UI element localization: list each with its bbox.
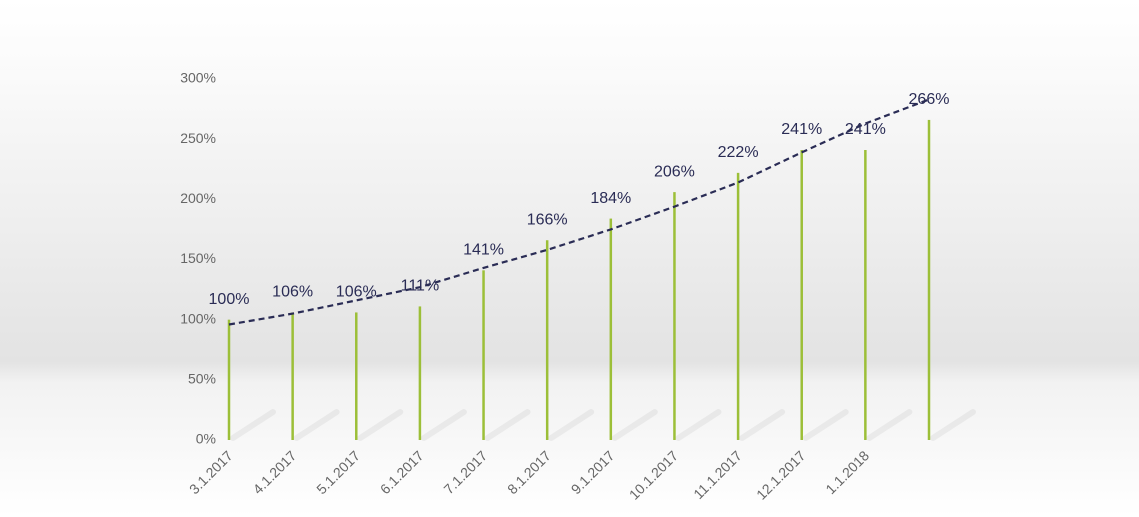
bar-shadow <box>420 409 467 441</box>
bar <box>927 119 931 440</box>
bar <box>482 270 485 440</box>
data-label: 184% <box>590 190 631 207</box>
bar-shadow <box>357 409 404 441</box>
bar-shadow <box>484 409 531 441</box>
y-tick-label: 250% <box>180 130 216 146</box>
y-tick-label: 50% <box>188 371 216 387</box>
bar-shadow <box>739 409 786 441</box>
data-label: 106% <box>336 284 377 301</box>
y-tick-label: 200% <box>180 190 216 206</box>
bar-shadow <box>866 409 913 441</box>
data-label: 106% <box>272 284 313 301</box>
bar-shadow <box>675 409 722 441</box>
bar <box>736 172 740 441</box>
data-label: 266% <box>909 91 950 108</box>
y-tick-label: 150% <box>180 250 216 266</box>
data-label: 222% <box>718 144 759 161</box>
bar-shadow <box>230 409 276 441</box>
bar <box>355 312 358 440</box>
bar <box>800 149 803 440</box>
bar-shadow <box>930 409 976 441</box>
bar-shadow <box>293 409 340 441</box>
bar <box>545 240 549 440</box>
data-label: 206% <box>654 163 695 180</box>
bar <box>864 149 867 440</box>
data-label: 241% <box>845 121 886 138</box>
data-label: 166% <box>527 211 568 228</box>
data-label: 241% <box>781 121 822 138</box>
trend-line <box>228 98 930 326</box>
y-tick-label: 0% <box>196 431 216 447</box>
bar <box>609 218 613 440</box>
data-label: 141% <box>463 242 504 259</box>
bar <box>291 312 294 440</box>
data-label: 100% <box>209 291 250 308</box>
y-tick-label: 300% <box>180 70 216 86</box>
bar <box>227 319 231 440</box>
bar <box>673 192 676 440</box>
bar-shadow <box>802 409 849 441</box>
bar-shadow <box>611 409 658 441</box>
y-tick-label: 100% <box>180 310 216 326</box>
bar-shadow <box>548 409 595 441</box>
bar <box>418 306 422 440</box>
